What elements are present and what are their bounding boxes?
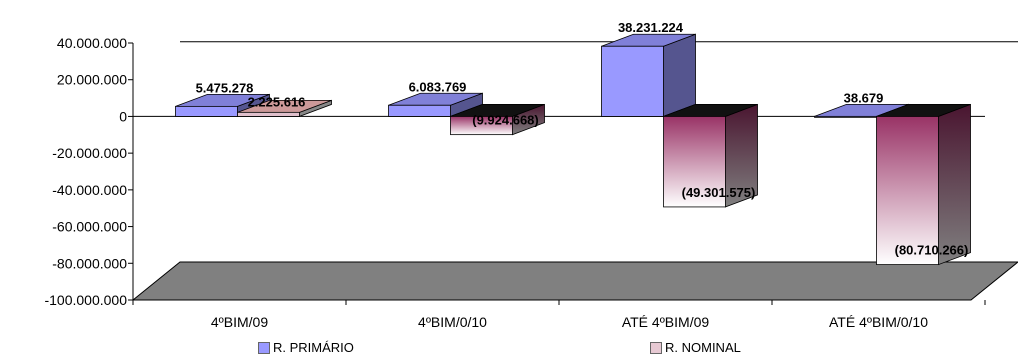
- data-label: 38.231.224: [618, 20, 684, 35]
- data-label: (49.301.575): [682, 185, 756, 200]
- legend-label-primario: R. PRIMÁRIO: [273, 340, 354, 355]
- bar-front: [388, 104, 451, 117]
- data-label: (80.710.266): [895, 243, 969, 258]
- x-tick-label: ATÉ 4ºBIM/0/10: [829, 314, 928, 330]
- bars: [175, 33, 971, 266]
- bar-front: [876, 116, 939, 265]
- bar-side: [663, 33, 696, 118]
- y-tick-label: -100.000.000: [44, 292, 127, 308]
- bar-nominal: [663, 103, 758, 208]
- data-label: (9.924.668): [472, 113, 539, 128]
- y-tick-label: 0: [119, 108, 127, 124]
- y-tick-label: 20.000.000: [57, 72, 127, 88]
- data-label: 2.225.616: [248, 94, 306, 109]
- bar-front: [237, 111, 300, 117]
- legend-nominal: R. NOMINAL: [650, 340, 741, 355]
- legend-swatch-nominal: [650, 341, 662, 354]
- bar-front: [814, 115, 877, 118]
- legend-swatch-primario: [258, 341, 270, 354]
- floor-plane: [131, 261, 1018, 301]
- data-label: 5.475.278: [196, 80, 254, 95]
- y-tick-label: -80.000.000: [52, 255, 127, 271]
- x-tick-label: 4ºBIM/09: [211, 314, 268, 330]
- legend-label-nominal: R. NOMINAL: [665, 340, 741, 355]
- bar-front: [601, 45, 664, 117]
- bar-primario: [601, 33, 696, 118]
- bar-front: [663, 116, 726, 208]
- y-tick-label: -40.000.000: [52, 182, 127, 198]
- x-axis-labels: 4ºBIM/09 4ºBIM/0/10 ATÉ 4ºBIM/09 ATÉ 4ºBIM/…: [211, 314, 928, 330]
- y-tick-label: 40.000.000: [57, 35, 127, 51]
- data-label: 38.679: [844, 90, 884, 105]
- bar-nominal: [450, 103, 545, 136]
- data-label: 6.083.769: [409, 79, 467, 94]
- bar-front: [175, 105, 238, 117]
- y-tick-label: -60.000.000: [52, 219, 127, 235]
- bar-side: [938, 103, 971, 266]
- bar-front: [450, 116, 513, 136]
- x-tick-label: ATÉ 4ºBIM/09: [622, 314, 710, 330]
- chart-floor: [131, 261, 1018, 301]
- bar-nominal: [237, 99, 332, 118]
- bar-nominal: [876, 103, 971, 266]
- x-tick-label: 4ºBIM/0/10: [418, 314, 487, 330]
- legend-primario: R. PRIMÁRIO: [258, 340, 354, 355]
- bar-primario: [388, 92, 483, 118]
- y-tick-label: -20.000.000: [52, 145, 127, 161]
